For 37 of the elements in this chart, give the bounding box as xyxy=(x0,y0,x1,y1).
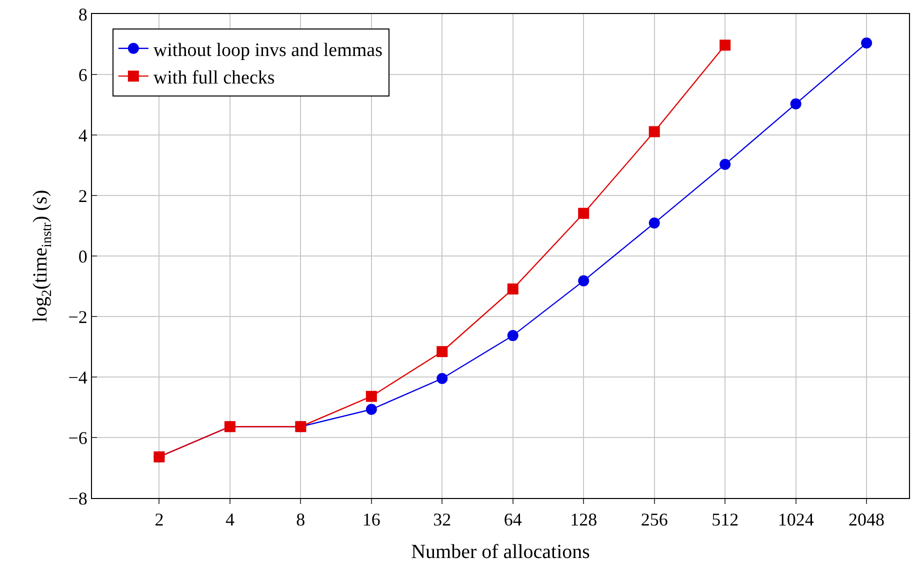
point xyxy=(790,98,802,110)
x-tick-label: 64 xyxy=(504,510,522,530)
x-tick-label: 2048 xyxy=(848,510,885,530)
x-tick-label: 2 xyxy=(154,510,164,530)
y-tick-label: −4 xyxy=(68,367,88,388)
point xyxy=(507,330,518,342)
y-tick-label: 2 xyxy=(78,186,88,206)
x-tick-label: 256 xyxy=(640,510,668,530)
y-tick-label: −6 xyxy=(68,428,88,448)
x-tick-label: 4 xyxy=(225,510,234,530)
x-tick-label: 32 xyxy=(433,510,452,530)
point xyxy=(648,218,660,229)
point xyxy=(720,158,731,170)
x-tick-label: 16 xyxy=(362,510,380,530)
x-tick-label: 128 xyxy=(570,510,598,530)
point xyxy=(366,390,377,402)
y-tick-label: 0 xyxy=(78,246,88,266)
x-axis-title: Number of allocations xyxy=(411,541,590,564)
y-tick-label: 8 xyxy=(78,4,88,24)
point xyxy=(720,40,731,51)
point xyxy=(366,404,377,415)
x-tick-label: 512 xyxy=(712,510,739,530)
point xyxy=(648,126,660,138)
y-tick-label: 4 xyxy=(78,125,88,146)
point xyxy=(578,208,590,219)
y-tick-label: −2 xyxy=(68,306,88,327)
legend-label: without loop invs and lemmas xyxy=(153,40,382,61)
point xyxy=(578,275,590,286)
legend-label: with full checks xyxy=(153,67,275,88)
x-tick-label: 8 xyxy=(296,510,306,530)
x-tick-label: 1024 xyxy=(778,510,814,530)
point xyxy=(507,283,518,294)
point xyxy=(436,373,448,384)
y-tick-label: 6 xyxy=(78,64,88,85)
point xyxy=(436,346,448,358)
y-tick-label: −8 xyxy=(68,488,88,508)
point xyxy=(861,38,872,49)
